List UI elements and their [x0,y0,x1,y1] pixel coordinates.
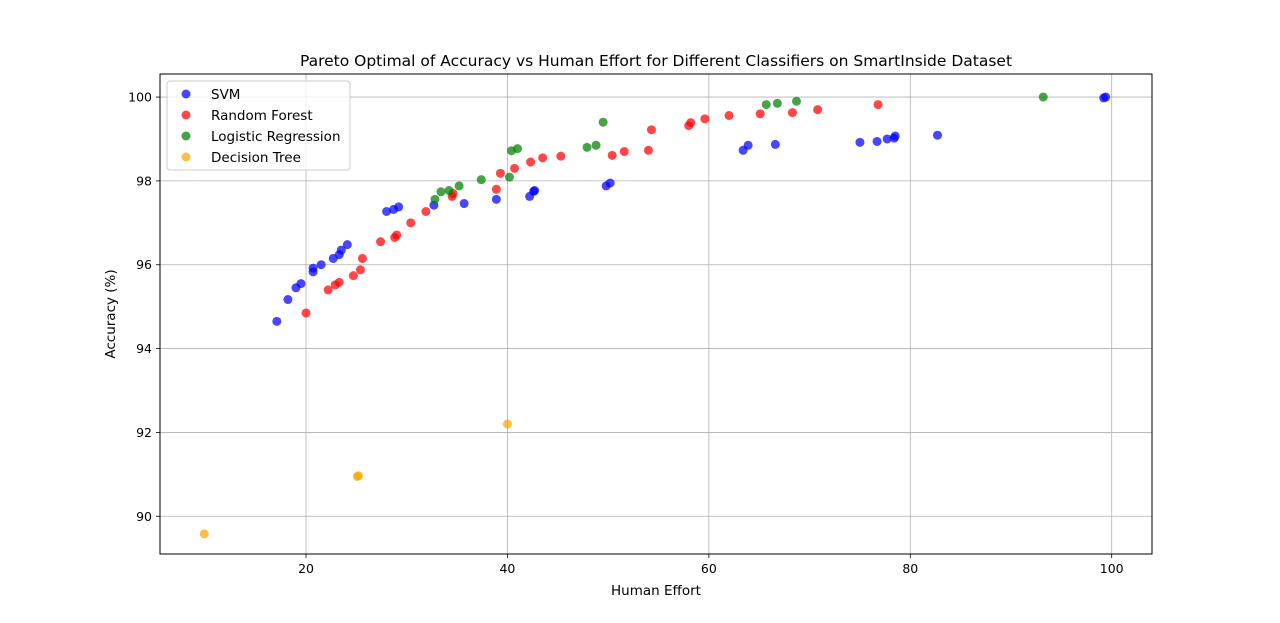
plot-frame [159,73,1153,555]
svm-point [459,199,469,209]
logistic-regression-point [598,117,608,127]
svm-point [382,207,392,217]
random-forest-point [510,163,520,173]
x-tick-label: 60 [701,561,717,576]
random-forest-point [323,285,333,295]
random-forest-point [755,109,765,119]
random-forest-point [355,265,365,275]
svm-point [882,134,892,144]
logistic-regression-point [791,96,801,106]
svm-point [272,316,282,326]
logistic-regression-point [772,98,782,108]
x-tick-label: 40 [499,561,515,576]
y-axis-label: Accuracy (%) [103,269,119,358]
logistic-regression-point [454,181,464,191]
svm-point [308,263,318,273]
legend: SVM Random Forest Logistic Regression Decis… [166,80,351,171]
y-tick-label: 100 [128,90,152,105]
logistic-regression-point [591,140,601,150]
svm-point [394,202,404,212]
decision-tree-point [199,529,209,539]
logistic-regression-point [504,172,514,182]
y-tick-label: 98 [136,173,152,188]
x-tick-label: 20 [298,561,314,576]
legend-marker-random-forest [181,110,191,120]
axis-ticks: 20 40 60 80 100 90 92 94 96 98 100 [128,90,1124,576]
logistic-regression-point [444,186,454,196]
random-forest-point [787,108,797,118]
decision-tree-point [353,471,363,481]
logistic-regression-point [476,175,486,185]
random-forest-point [491,184,501,194]
svm-point [855,137,865,147]
svm-point [872,136,882,146]
random-forest-point [334,277,344,287]
svm-point [296,279,306,289]
svm-point [283,295,293,305]
random-forest-point [873,100,883,110]
svm-point [336,245,346,255]
svm-point [932,130,942,140]
svm-point [743,140,753,150]
chart-title: Pareto Optimal of Accuracy vs Human Effo… [300,52,1012,70]
random-forest-point [495,168,505,178]
random-forest-point [700,114,710,124]
random-forest-point [724,111,734,121]
logistic-regression-point [513,144,523,154]
legend-marker-logistic-regression [181,131,191,141]
legend-marker-decision-tree [181,152,191,162]
random-forest-point [619,147,629,157]
svm-point [342,240,352,250]
random-forest-point [348,271,358,281]
logistic-regression-point [582,142,592,152]
random-forest-point [357,253,367,263]
random-forest-point [538,153,548,163]
logistic-regression-point [761,100,771,110]
random-forest-point [421,207,431,217]
svm-point [770,139,780,149]
legend-label-random-forest: Random Forest [211,108,313,124]
legend-label-decision-tree: Decision Tree [211,150,301,166]
random-forest-point [813,105,823,115]
svm-point [530,186,540,196]
svm-point [491,194,501,204]
random-forest-point [686,118,696,128]
y-tick-label: 90 [136,509,152,524]
random-forest-point [406,218,416,228]
logistic-regression-point [1038,92,1048,102]
svm-point [890,131,900,141]
logistic-regression-point [436,187,446,197]
svm-point [316,260,326,270]
legend-label-logistic-regression: Logistic Regression [211,129,341,145]
data-points [199,92,1111,539]
decision-tree-point [502,419,512,429]
y-tick-label: 96 [136,257,152,272]
random-forest-point [556,151,566,161]
random-forest-point [643,145,653,155]
random-forest-point [392,230,402,240]
svm-point [1101,92,1111,102]
random-forest-point [646,125,656,135]
x-tick-label: 80 [902,561,918,576]
logistic-regression-point [430,194,440,204]
legend-marker-svm [181,89,191,99]
random-forest-point [376,237,386,247]
random-forest-point [301,308,311,318]
legend-box [166,80,351,171]
x-axis-label: Human Effort [611,583,701,599]
random-forest-point [526,157,536,167]
y-tick-label: 94 [136,341,152,356]
random-forest-point [607,150,617,160]
x-tick-label: 100 [1100,561,1124,576]
y-tick-label: 92 [136,425,152,440]
legend-label-svm: SVM [211,87,240,103]
svm-point [605,178,615,188]
